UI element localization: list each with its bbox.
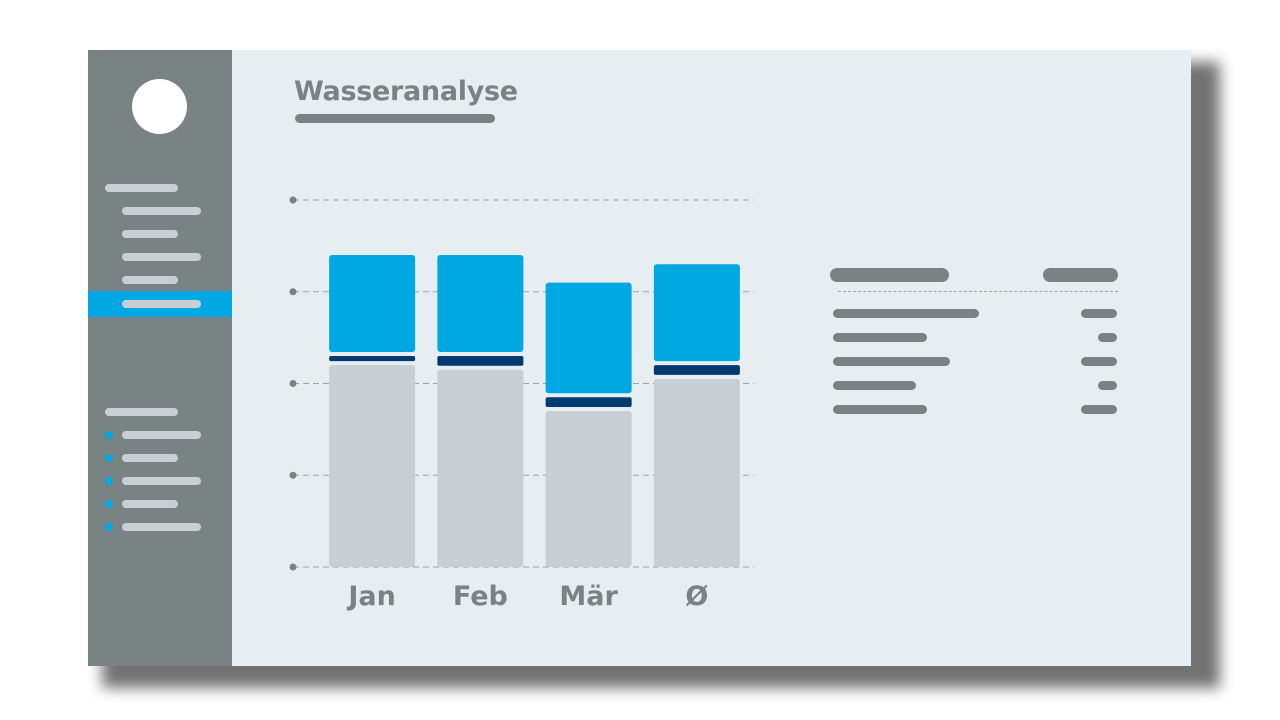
y-tick-dot-0 xyxy=(290,564,297,571)
bar-1-2 xyxy=(437,370,523,567)
table-row-value xyxy=(1098,381,1117,390)
x-tick-label-3: Mär xyxy=(559,581,618,612)
bar-2-2 xyxy=(437,356,523,366)
bar-2-4 xyxy=(654,365,740,375)
table-row-value xyxy=(1098,333,1117,342)
bar-1-3 xyxy=(546,411,632,567)
table-divider xyxy=(838,291,1118,292)
table-row-value xyxy=(1081,405,1117,414)
table-row-label xyxy=(833,381,916,390)
table-header-value xyxy=(1043,268,1118,282)
x-tick-label-1: Jan xyxy=(346,581,396,612)
y-tick-dot-1 xyxy=(290,472,297,479)
bar-1-4 xyxy=(654,379,740,567)
table-row-label xyxy=(833,357,950,366)
table-row-value xyxy=(1081,357,1117,366)
bar-3-4 xyxy=(654,264,740,361)
bar-3-2 xyxy=(437,255,523,352)
app-window: Wasseranalyse Jan Feb Mär Ø xyxy=(88,50,1191,666)
table-row-value xyxy=(1081,309,1117,318)
table-row-label xyxy=(833,309,979,318)
y-tick-dot-4 xyxy=(290,197,297,204)
bar-3-1 xyxy=(329,255,415,352)
y-tick-dot-2 xyxy=(290,380,297,387)
table-row-label xyxy=(833,333,927,342)
stacked-bar-chart: Jan Feb Mär Ø xyxy=(88,50,1191,666)
y-tick-dot-3 xyxy=(290,288,297,295)
bar-1-1 xyxy=(329,365,415,567)
table-header-label xyxy=(830,268,949,282)
bar-2-3 xyxy=(546,397,632,407)
x-tick-label-2: Feb xyxy=(453,581,508,612)
bar-3-3 xyxy=(546,283,632,394)
x-tick-label-4: Ø xyxy=(685,581,708,612)
bar-2-1 xyxy=(329,356,415,361)
table-row-label xyxy=(833,405,927,414)
